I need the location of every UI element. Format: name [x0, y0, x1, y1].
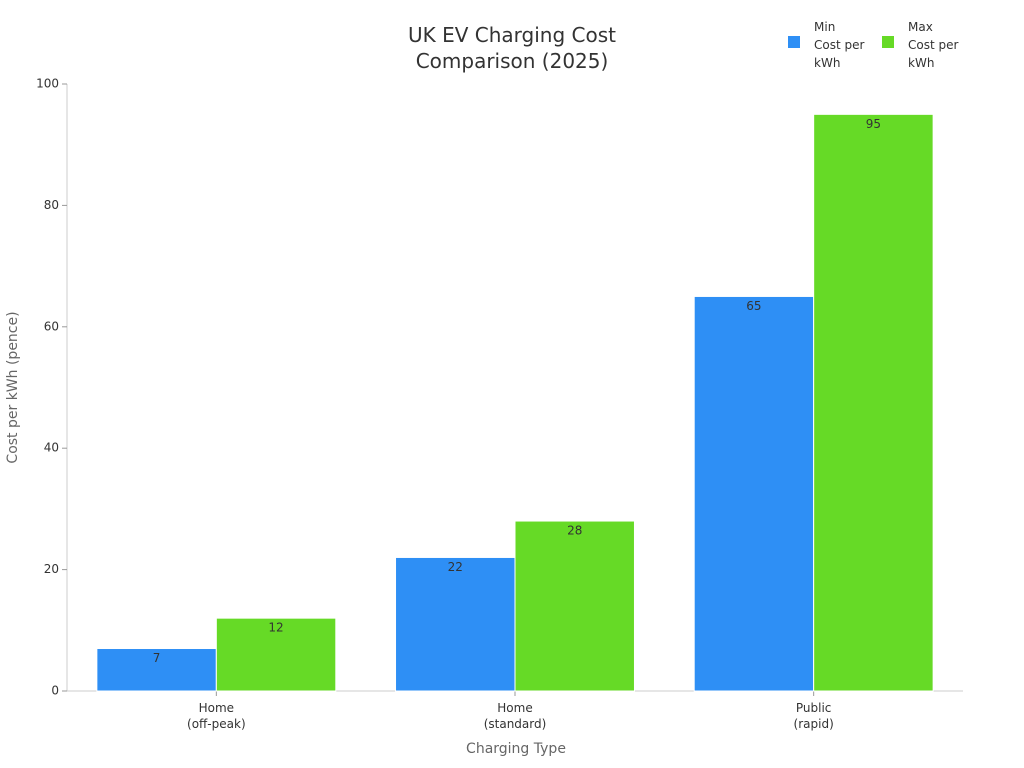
y-tick-label: 100 [36, 77, 59, 91]
bar [215, 617, 337, 692]
legend-label: Min Cost per kWh [814, 20, 865, 70]
value-label: 65 [746, 299, 761, 313]
bar [395, 556, 516, 692]
legend-swatch [882, 36, 894, 48]
x-axis-label: Charging Type [466, 741, 566, 757]
value-label: 12 [268, 621, 283, 635]
x-tick-label: Public (rapid) [793, 701, 834, 731]
x-tick-label: Home (standard) [483, 701, 547, 731]
y-tick-label: 20 [44, 562, 59, 576]
y-axis-label: Cost per kWh (pence) [5, 311, 21, 463]
bar [693, 295, 815, 692]
value-label: 95 [866, 117, 881, 131]
y-tick-label: 0 [51, 684, 59, 698]
y-tick-label: 60 [44, 319, 59, 333]
value-label: 7 [153, 651, 161, 665]
bar [813, 113, 934, 692]
bar [514, 520, 635, 692]
chart-title: UK EV Charging Cost Comparison (2025) [408, 23, 616, 73]
x-tick-label: Home (off-peak) [187, 701, 246, 731]
legend-swatch [788, 36, 800, 48]
value-label: 22 [448, 560, 463, 574]
legend-label: Max Cost per kWh [908, 20, 959, 70]
y-tick-label: 80 [44, 198, 59, 212]
value-label: 28 [567, 524, 582, 538]
y-tick-label: 40 [44, 441, 59, 455]
